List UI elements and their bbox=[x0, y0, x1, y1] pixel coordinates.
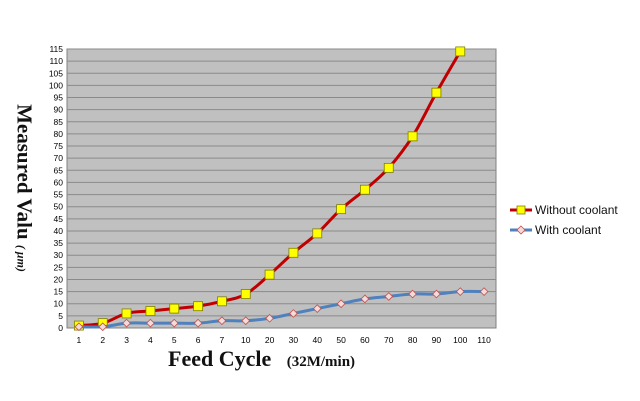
y-tick-label: 65 bbox=[54, 165, 64, 175]
data-point-diamond bbox=[98, 322, 108, 332]
data-point-diamond bbox=[408, 289, 417, 299]
y-tick-label: 105 bbox=[49, 68, 63, 78]
x-tick-label: 10 bbox=[241, 335, 251, 345]
data-point-diamond bbox=[360, 294, 370, 304]
y-axis-title: Measured Valu bbox=[12, 104, 37, 240]
series-layer bbox=[74, 46, 489, 332]
x-tick-label: 60 bbox=[360, 335, 370, 345]
data-point-diamond bbox=[289, 309, 298, 318]
legend: Without coolant With coolant bbox=[510, 200, 618, 240]
x-tick-label: 70 bbox=[384, 335, 394, 345]
data-point-square bbox=[383, 162, 394, 173]
data-point-square bbox=[193, 301, 203, 312]
data-point-square bbox=[407, 131, 418, 142]
data-point-diamond bbox=[455, 287, 465, 296]
legend-swatch-without-coolant bbox=[510, 205, 532, 215]
y-tick-label: 75 bbox=[54, 141, 64, 151]
data-point-diamond bbox=[432, 289, 441, 299]
x-axis-label: Feed Cycle (32M/min) bbox=[168, 346, 355, 372]
data-point-square bbox=[240, 289, 251, 299]
data-point-square bbox=[455, 46, 466, 57]
data-point-diamond bbox=[169, 318, 179, 328]
x-tick-label: 5 bbox=[172, 335, 177, 345]
y-tick-label: 110 bbox=[49, 56, 63, 66]
x-tick-label: 7 bbox=[220, 335, 225, 345]
x-axis-ticks: 1 2 3 4 5 6 7 10 20 30 40 50 60 70 80 90 100 110 bbox=[77, 335, 492, 345]
y-tick-label: 115 bbox=[49, 44, 63, 54]
data-point-square bbox=[360, 184, 370, 195]
y-axis-ticks: 0 5 10 15 20 25 30 35 40 45 50 55 60 65 70 75 80 85 90 95 10… bbox=[49, 44, 63, 333]
legend-item-with-coolant: With coolant bbox=[510, 220, 618, 240]
data-point-diamond bbox=[74, 322, 84, 332]
plot-area bbox=[66, 48, 497, 329]
legend-label-with-coolant: With coolant bbox=[535, 223, 602, 237]
x-tick-label: 90 bbox=[432, 335, 442, 345]
data-point-diamond bbox=[122, 318, 131, 328]
y-tick-label: 25 bbox=[54, 262, 64, 272]
y-tick-label: 70 bbox=[54, 153, 64, 163]
data-point-diamond bbox=[479, 287, 489, 296]
y-tick-label: 30 bbox=[54, 250, 64, 260]
y-tick-label: 60 bbox=[54, 177, 64, 187]
data-point-square bbox=[145, 306, 156, 316]
x-tick-label: 4 bbox=[148, 335, 153, 345]
data-point-square bbox=[217, 296, 227, 307]
data-point-diamond bbox=[193, 318, 203, 328]
x-tick-label: 80 bbox=[408, 335, 418, 345]
x-tick-label: 30 bbox=[289, 335, 299, 345]
data-point-square bbox=[312, 228, 323, 239]
data-point-square bbox=[431, 87, 442, 98]
x-tick-label: 110 bbox=[477, 335, 491, 345]
y-tick-label: 80 bbox=[54, 129, 64, 139]
y-tick-label: 20 bbox=[54, 274, 64, 284]
y-tick-label: 40 bbox=[54, 226, 64, 236]
y-tick-label: 100 bbox=[49, 80, 63, 90]
data-point-diamond bbox=[146, 318, 155, 328]
legend-item-without-coolant: Without coolant bbox=[510, 200, 618, 220]
y-axis-unit: ( μm) bbox=[14, 244, 29, 272]
data-point-diamond bbox=[336, 299, 346, 309]
data-point-square bbox=[264, 269, 275, 280]
x-tick-label: 50 bbox=[336, 335, 346, 345]
data-point-diamond bbox=[312, 304, 322, 313]
y-tick-label: 90 bbox=[54, 105, 64, 115]
y-tick-label: 5 bbox=[58, 311, 63, 321]
y-tick-label: 0 bbox=[58, 323, 63, 333]
legend-label-without-coolant: Without coolant bbox=[535, 203, 618, 217]
x-axis-title: Feed Cycle bbox=[168, 346, 272, 371]
data-point-diamond bbox=[241, 316, 251, 326]
data-point-diamond bbox=[265, 313, 274, 323]
data-point-diamond bbox=[384, 292, 394, 301]
data-point-square bbox=[169, 303, 180, 314]
data-point-diamond bbox=[217, 316, 227, 326]
x-tick-label: 2 bbox=[100, 335, 105, 345]
y-tick-label: 10 bbox=[54, 299, 64, 309]
y-tick-label: 45 bbox=[54, 214, 64, 224]
data-point-square bbox=[121, 308, 132, 319]
y-tick-label: 50 bbox=[54, 202, 64, 212]
grid-lines bbox=[67, 48, 496, 317]
x-tick-label: 6 bbox=[196, 335, 201, 345]
data-point-square bbox=[288, 247, 299, 258]
y-tick-label: 15 bbox=[54, 287, 64, 297]
y-tick-label: 95 bbox=[54, 93, 64, 103]
y-axis-label: Measured Valu ( μm) bbox=[12, 104, 37, 272]
x-tick-label: 20 bbox=[265, 335, 275, 345]
y-tick-label: 35 bbox=[54, 238, 64, 248]
y-tick-label: 85 bbox=[54, 117, 64, 127]
x-tick-label: 40 bbox=[313, 335, 323, 345]
x-axis-unit: (32M/min) bbox=[286, 354, 356, 370]
y-tick-label: 55 bbox=[54, 190, 64, 200]
x-tick-label: 3 bbox=[124, 335, 129, 345]
x-tick-label: 1 bbox=[77, 335, 82, 345]
data-point-square bbox=[336, 204, 346, 215]
x-tick-label: 100 bbox=[453, 335, 467, 345]
legend-swatch-with-coolant bbox=[510, 225, 532, 235]
